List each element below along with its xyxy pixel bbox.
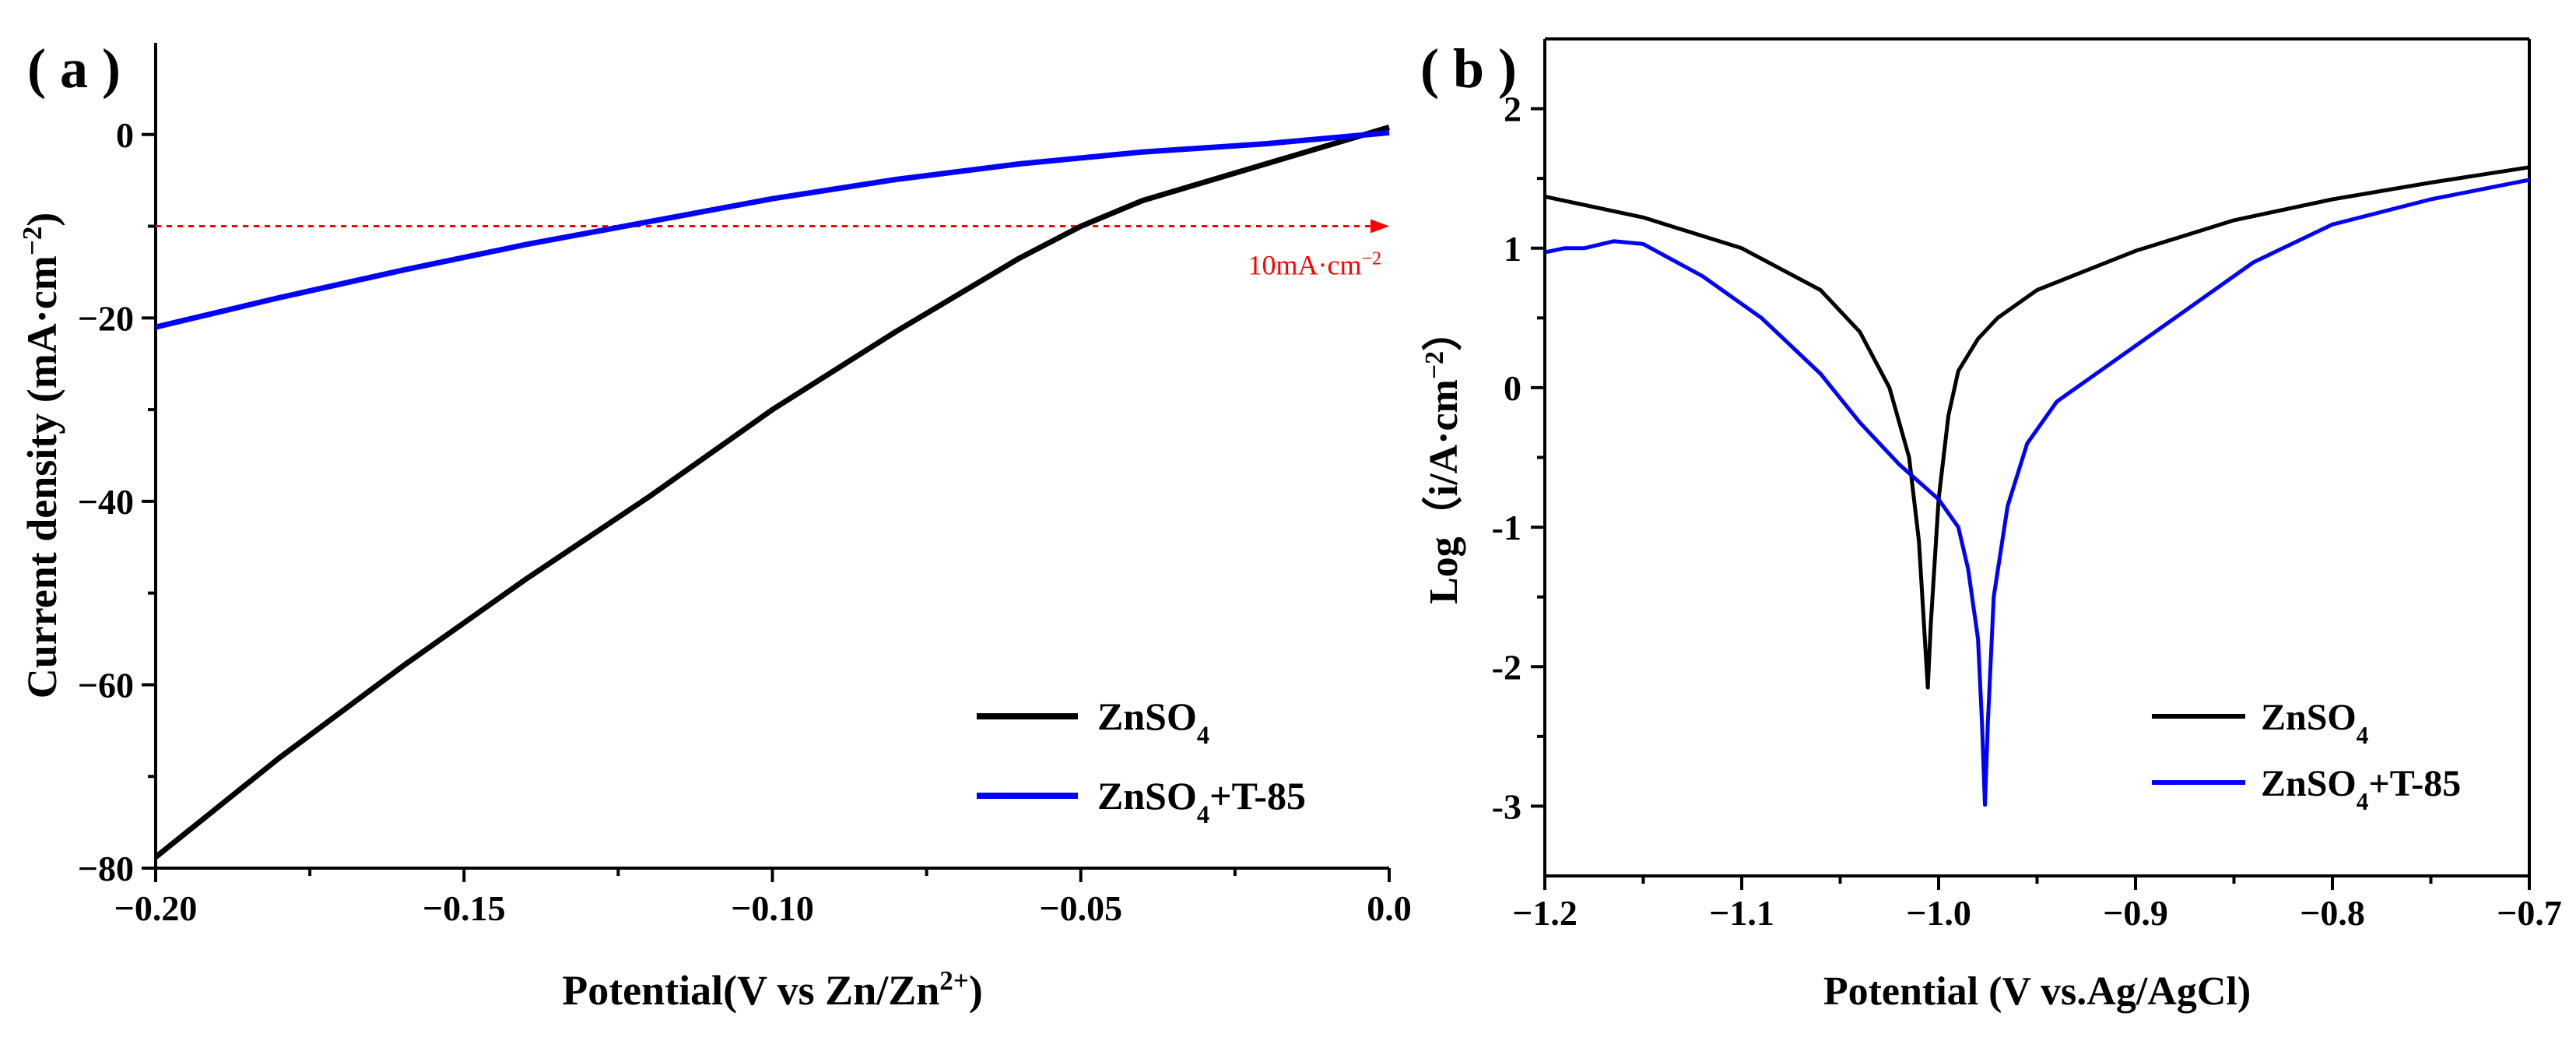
panel-b-y-tick-label: -3 [1492,786,1521,826]
panel-b-x-tick-label: −0.7 [2497,893,2562,933]
panel-b-y-tick-label: 1 [1504,229,1521,269]
panel-a-y-axis-label: Current density (mA·cm−2) [17,213,66,698]
panel-a-series-znso4-t85-line [156,129,1390,330]
panel-a-x-tick-label: −0.15 [423,888,506,928]
panel-a-legend-label: ZnSO4 [1097,695,1209,750]
panel-a-reference-arrow [1370,219,1389,234]
panel-a-reference-label: 10mA·cm−2 [1248,249,1381,281]
panel-a-x-tick-label: −0.10 [731,888,814,928]
panel-b-label: ( b ) [1420,37,1517,100]
panel-b-legend-label: ZnSO4+T-85 [2261,763,2461,815]
panel-a-series-znso4-line [156,125,1390,860]
panel-b-y-tick-label: -2 [1492,647,1521,687]
panel-a-chart: −0.20 −0.15 −0.10 −0.05 0.0 0 −20 −40 −60 −80 Pote… [17,37,1412,1014]
panel-b-x-tick-label: −0.9 [2103,893,2168,933]
panel-a-x-axis-label: Potential(V vs Zn/Zn2+) [562,965,983,1015]
panel-b-x-tick-label: −0.8 [2300,893,2365,933]
panel-b-y-tick-label: 0 [1504,368,1521,408]
panel-a-x-tick-label: −0.05 [1039,888,1122,928]
panel-b-x-tick-label: −1.1 [1709,893,1774,933]
panel-b-y-tick-label: -1 [1492,508,1521,547]
panel-a-label: ( a ) [27,37,121,100]
panel-b-y-axis-label: Log（i/A·cm−2） [1420,311,1467,604]
panel-b-x-tick-label: −1.0 [1906,893,1971,933]
panel-a-y-tick-label: −20 [78,298,134,338]
panel-a-y-tick-label: −80 [78,849,134,888]
panel-a-legend-label: ZnSO4+T-85 [1097,774,1306,829]
panel-a-x-tick-label: 0.0 [1367,888,1412,928]
panel-a-y-tick-label: −60 [78,665,134,705]
panel-b-x-axis-label: Potential (V vs.Ag/AgCl) [1823,969,2251,1014]
panel-b-y-tick-label: 2 [1504,90,1521,129]
panel-b-chart: −1.2 −1.1 −1.0 −0.9 −0.8 −0.7 2 1 0 -1 -2 -3 Potenti… [1420,37,2562,1014]
panel-b-series-znso4-line [1545,165,2530,690]
panel-a-y-tick-label: −40 [78,482,134,522]
panel-b-x-tick-label: −1.2 [1512,893,1578,933]
panel-a-y-tick-label: 0 [116,115,134,155]
panel-b-series-znso4-t85-line [1545,178,2530,807]
panel-a-x-tick-label: −0.20 [114,888,198,928]
panel-b-legend-label: ZnSO4 [2261,697,2369,749]
